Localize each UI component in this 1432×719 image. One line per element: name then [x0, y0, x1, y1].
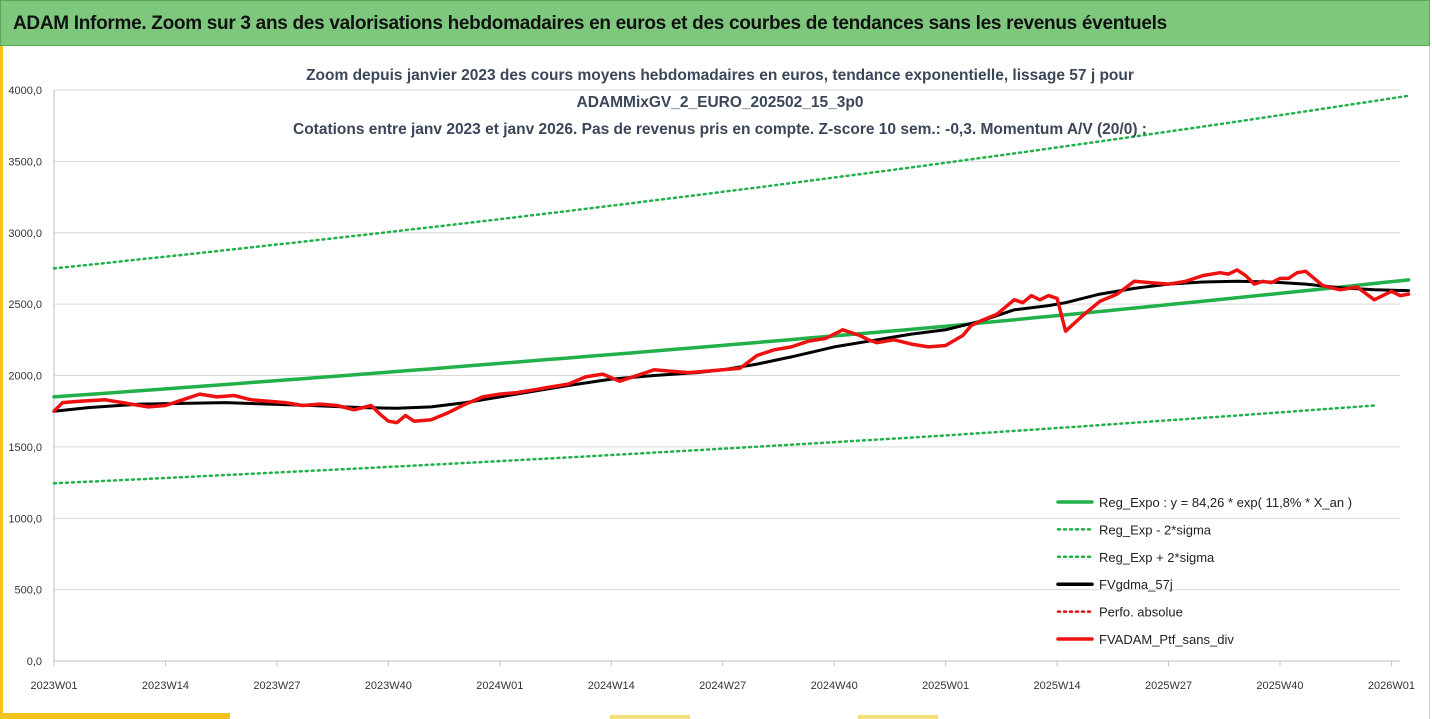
frame-left-accent: [0, 46, 3, 719]
y-axis-ticks: 0,0 500,0 1000,0 1500,0 2000,0 2500,0 3000,0 35…: [8, 85, 42, 668]
x-tick-label: 2026W01: [1368, 680, 1415, 692]
chart-title: Zoom depuis janvier 2023 des cours moyen…: [293, 67, 1147, 138]
gridlines: [54, 89, 1400, 591]
report-title: ADAM Informe. Zoom sur 3 ans des valoris…: [13, 13, 1167, 34]
y-tick-label: 4000,0: [8, 85, 42, 97]
x-tick-label: 2023W40: [365, 680, 412, 692]
chart-title-line-2: ADAMMixGV_2_EURO_202502_15_3p0: [577, 94, 864, 111]
x-tick-label: 2024W01: [476, 680, 523, 692]
chart-title-line-3: Cotations entre janv 2023 et janv 2026. …: [293, 121, 1147, 138]
x-tick-label: 2024W27: [699, 680, 746, 692]
x-tick-label: 2023W14: [142, 680, 189, 692]
upper-band-line: [52, 94, 1410, 270]
smoothed-line: [52, 279, 1411, 413]
y-tick-label: 1500,0: [8, 442, 42, 454]
x-tick-label: 2025W14: [1034, 680, 1081, 692]
y-tick-label: 3000,0: [8, 228, 42, 240]
legend-label: Reg_Exp - 2*sigma: [1099, 522, 1212, 537]
y-tick-label: 500,0: [14, 585, 42, 597]
y-tick-label: 3500,0: [8, 156, 42, 168]
x-tick-label: 2023W27: [253, 680, 300, 692]
frame-bottom-mark: [610, 715, 690, 719]
y-tick-label: 1000,0: [8, 513, 42, 525]
x-tick-label: 2025W01: [922, 680, 969, 692]
x-axis-ticks: 2023W01 2023W14 2023W27 2023W40 2024W01 2024W…: [30, 661, 1415, 692]
y-tick-label: 0,0: [27, 656, 42, 668]
frame-right-border: [1429, 46, 1430, 719]
y-tick-label: 2000,0: [8, 371, 42, 383]
legend-label: FVADAM_Ptf_sans_div: [1099, 632, 1234, 647]
legend-label: Perfo. absolue: [1099, 605, 1183, 620]
series-lines: [52, 94, 1411, 485]
portfolio-line: [52, 268, 1411, 425]
x-tick-label: 2025W27: [1145, 680, 1192, 692]
x-tick-label: 2025W40: [1256, 680, 1303, 692]
legend-label: Reg_Exp + 2*sigma: [1099, 550, 1215, 565]
legend-label: Reg_Expo : y = 84,26 * exp( 11,8% * X_an…: [1099, 495, 1352, 510]
x-tick-label: 2024W40: [811, 680, 858, 692]
y-tick-label: 2500,0: [8, 299, 42, 311]
axes: [53, 90, 1400, 662]
x-tick-label: 2023W01: [30, 680, 77, 692]
x-tick-label: 2024W14: [588, 680, 635, 692]
frame-bottom-accent: [0, 713, 230, 719]
frame-bottom-mark: [858, 715, 938, 719]
report-header: ADAM Informe. Zoom sur 3 ans des valoris…: [0, 0, 1430, 46]
valuation-chart: 0,0 500,0 1000,0 1500,0 2000,0 2500,0 3000,0 35…: [8, 67, 1415, 692]
chart-legend: Reg_Expo : y = 84,26 * exp( 11,8% * X_an…: [1056, 495, 1352, 647]
chart-title-line-1: Zoom depuis janvier 2023 des cours moyen…: [306, 67, 1134, 84]
lower-band-line: [52, 404, 1376, 485]
legend-label: FVgdma_57j: [1099, 577, 1173, 592]
trend-line: [52, 278, 1411, 399]
